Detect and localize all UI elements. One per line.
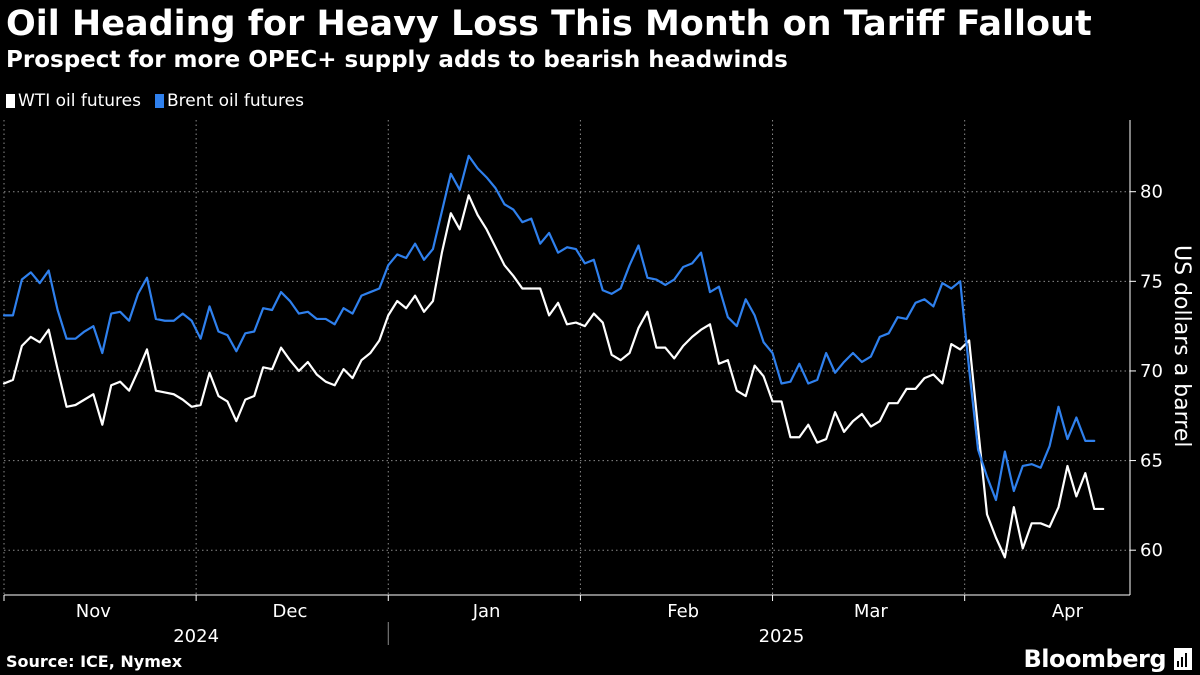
bloomberg-chart-icon [1174,648,1192,670]
x-tick-label: Nov [76,601,111,622]
legend: WTI oil futures Brent oil futures [6,91,304,111]
series-line-brent [2,154,1096,502]
series-line-wti [2,194,1105,559]
chart-subtitle: Prospect for more OPEC+ supply adds to b… [6,47,788,73]
axes [3,120,1136,645]
series-lines [2,154,1105,559]
y-tick-label: 75 [1140,271,1163,292]
x-tick-label: Jan [472,601,501,622]
tick-labels: 60 65 70 75 80 Nov Dec Jan Feb Mar Apr 2024 2025 [76,182,1163,647]
legend-label-wti: WTI oil futures [18,91,141,111]
legend-swatch-wti [6,94,15,108]
gridlines [3,120,1130,595]
brand-logo: Bloomberg [1023,645,1167,673]
x-tick-label: Apr [1052,601,1084,622]
y-tick-label: 60 [1140,540,1163,561]
y-tick-label: 70 [1140,361,1163,382]
source-note: Source: ICE, Nymex [6,652,183,671]
year-label: 2025 [759,626,805,647]
legend-swatch-brent [155,94,164,108]
year-label: 2024 [173,626,219,647]
chart-title: Oil Heading for Heavy Loss This Month on… [6,4,1092,44]
y-axis-label: US dollars a barrel [1169,245,1194,447]
x-tick-label: Feb [667,601,699,622]
y-tick-label: 65 [1140,451,1163,472]
y-tick-label: 80 [1140,182,1163,203]
x-tick-label: Dec [273,601,308,622]
legend-item-brent: Brent oil futures [155,91,304,111]
x-tick-label: Mar [854,601,889,622]
legend-label-brent: Brent oil futures [167,91,304,111]
legend-item-wti: WTI oil futures [6,91,141,111]
